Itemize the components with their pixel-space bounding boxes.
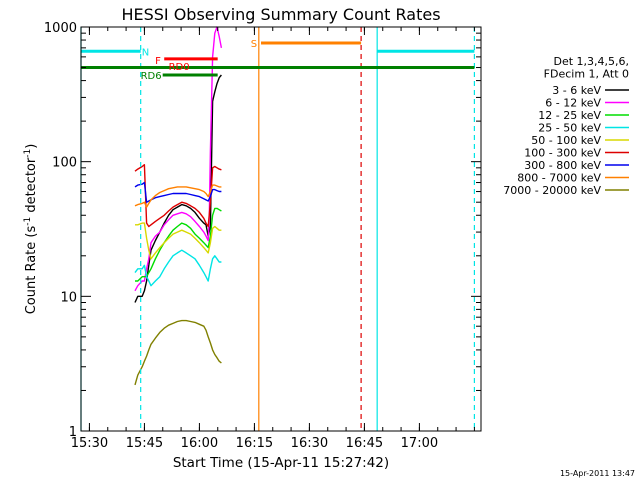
y-axis-label-sup1: -1 [23, 217, 33, 226]
marker-label-rd0: RD0 [169, 62, 190, 73]
x-tick-label-2: 16:00 [181, 436, 218, 451]
y-tick-label-1: 10 [60, 290, 77, 305]
legend-entry-label-2: 12 - 25 keV [538, 109, 601, 122]
marker-label-rd6: RD6 [141, 71, 162, 82]
legend-entry-label-3: 25 - 50 keV [538, 122, 601, 135]
axis-layer: 15:30 15:45 16:00 16:15 16:30 16:45 17:00 1 10 10… [44, 21, 481, 451]
x-axis-label: Start Time (15-Apr-11 15:27:42) [173, 455, 389, 471]
plot-frame [80, 26, 482, 432]
x-tick-label-3: 16:15 [236, 436, 273, 451]
x-tick-label-1: 15:45 [126, 436, 163, 451]
y-axis-label: Count Rate (s-1 detector-1) [23, 144, 39, 315]
series-line-2 [135, 207, 222, 282]
legend-entry-label-7: 800 - 7000 keV [517, 172, 601, 185]
x-tick-label-0: 15:30 [71, 436, 108, 451]
legend-entry-label-8: 7000 - 20000 keV [503, 184, 601, 197]
legend-entry-label-0: 3 - 6 keV [552, 84, 601, 97]
series-line-6 [134, 181, 222, 203]
series-line-5 [134, 163, 222, 228]
marker-label-f: F [155, 56, 161, 67]
legend: Det 1,3,4,5,6,FDecim 1, Att 0 3 - 6 keV6 … [503, 55, 629, 197]
x-tick-label-4: 16:30 [291, 436, 328, 451]
y-axis-label-mid: detector [24, 157, 39, 217]
x-tick-label-6: 17:00 [401, 436, 438, 451]
chart-title: HESSI Observing Summary Count Rates [121, 5, 440, 24]
series-line-4 [135, 222, 222, 260]
legend-entry-label-4: 50 - 100 keV [531, 134, 601, 147]
marker-layer: NF RD0 RD6 S [80, 27, 476, 431]
legend-header-1: FDecim 1, Att 0 [544, 68, 629, 81]
series-layer [134, 26, 223, 386]
legend-entry-label-5: 100 - 300 keV [524, 147, 601, 160]
series-line-1 [134, 26, 223, 292]
legend-header-0: Det 1,3,4,5,6, [553, 55, 629, 68]
series-line-7 [134, 184, 222, 208]
marker-label-n: N [142, 47, 149, 58]
y-tick-label-3: 1000 [44, 21, 77, 36]
marker-label-s: S [251, 39, 257, 50]
timestamp: 15-Apr-2011 13:47 [560, 469, 635, 478]
legend-entry-label-1: 6 - 12 keV [545, 97, 601, 110]
series-line-8 [134, 319, 222, 386]
y-axis-label-end: ) [24, 144, 39, 149]
series-line-0 [134, 74, 222, 303]
x-tick-label-5: 16:45 [346, 436, 383, 451]
legend-entry-label-6: 300 - 800 keV [524, 159, 601, 172]
series-line-3 [134, 249, 222, 287]
y-axis-label-main: Count Rate (s [24, 226, 39, 315]
y-tick-label-0: 1 [69, 425, 77, 440]
y-axis-label-sup2: -1 [23, 149, 33, 158]
y-tick-label-2: 100 [52, 156, 77, 171]
